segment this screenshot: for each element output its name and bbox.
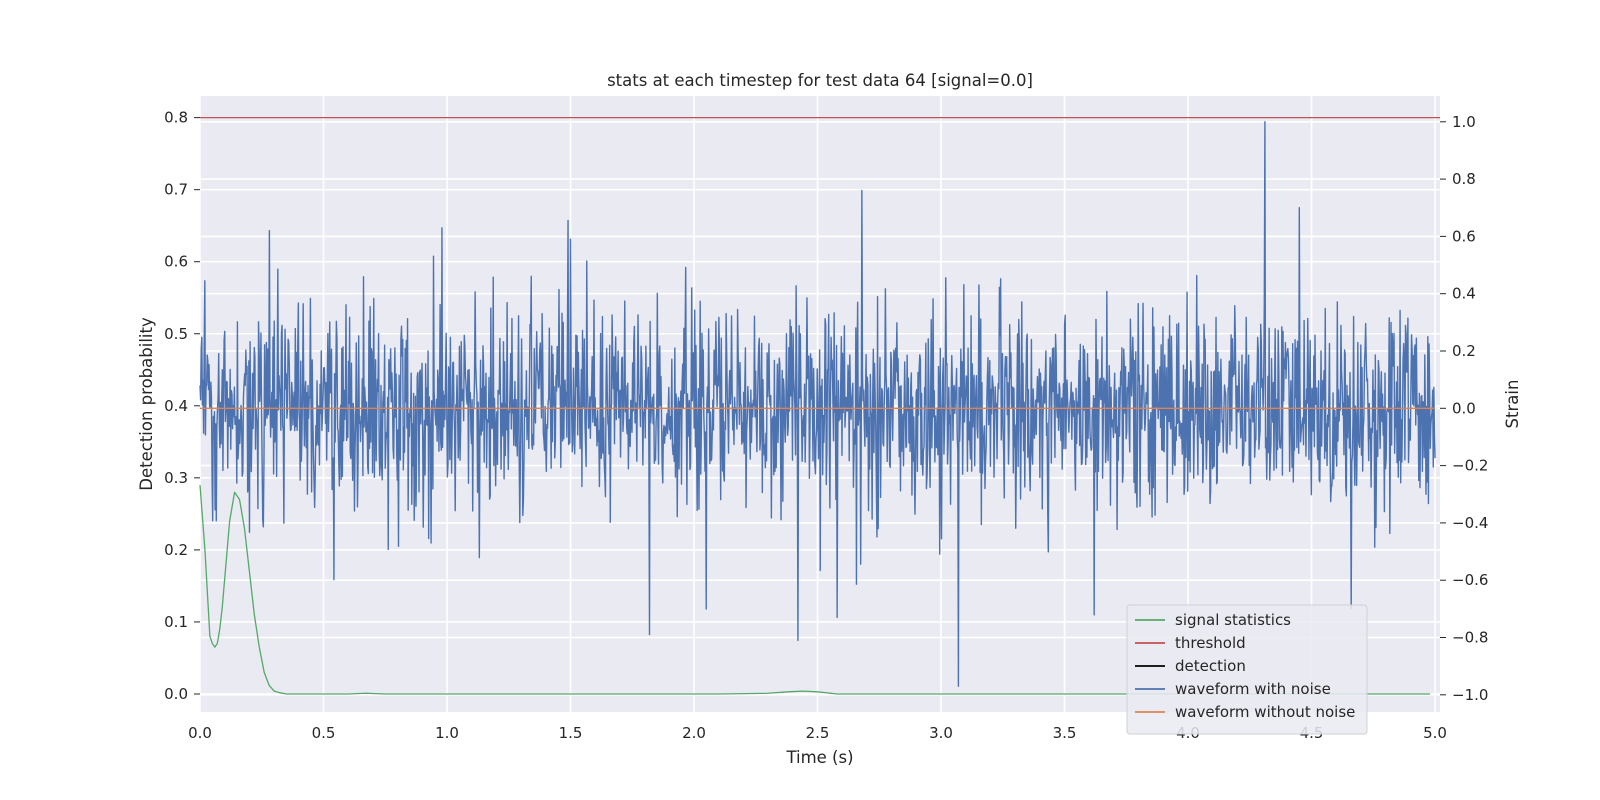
y-axis-label: Detection probability <box>137 317 156 491</box>
chart-title: stats at each timestep for test data 64 … <box>607 71 1033 90</box>
legend-label: threshold <box>1175 634 1246 652</box>
x-axis-label: Time (s) <box>785 748 853 767</box>
y-tick-label: 0.5 <box>164 325 188 343</box>
y2-tick-label: −0.8 <box>1452 629 1488 647</box>
legend: signal statistics threshold detection wavef… <box>1126 604 1368 735</box>
y-tick-label: 0.2 <box>164 541 188 559</box>
x-tick-label: 1.5 <box>559 724 583 742</box>
y2-tick-label: −0.6 <box>1452 571 1488 589</box>
y2-tick-label: −0.2 <box>1452 457 1488 475</box>
series-layer <box>199 116 1440 695</box>
y2-axis-label: Strain <box>1503 380 1522 429</box>
x-tick-label: 5.0 <box>1423 724 1447 742</box>
y-tick-label: 0.4 <box>164 397 188 415</box>
y-tick-label: 0.8 <box>164 109 188 127</box>
y2-tick-label: 1.0 <box>1452 113 1476 131</box>
x-tick-label: 3.0 <box>929 724 953 742</box>
y2-tick-label: 0.4 <box>1452 285 1476 303</box>
y2-tick-label: 0.6 <box>1452 227 1476 245</box>
legend-label: waveform with noise <box>1175 680 1331 698</box>
y2-tick-label: 0.8 <box>1452 170 1476 188</box>
x-tick-label: 0.5 <box>312 724 336 742</box>
y2-tick-label: −1.0 <box>1452 686 1488 704</box>
y2-tick-label: 0.2 <box>1452 342 1476 360</box>
tick-layer: 0.00.51.01.52.02.53.03.54.04.55.00.00.10… <box>164 109 1488 742</box>
y-tick-label: 0.0 <box>164 685 188 703</box>
x-tick-label: 1.0 <box>435 724 459 742</box>
series-line-signal-statistics <box>199 485 1431 695</box>
y-tick-label: 0.6 <box>164 253 188 271</box>
legend-label: waveform without noise <box>1175 703 1355 721</box>
series-line-waveform-with-noise <box>199 121 1436 687</box>
legend-label: signal statistics <box>1175 611 1291 629</box>
y2-tick-label: 0.0 <box>1452 399 1476 417</box>
legend-box <box>1126 604 1368 735</box>
legend-label: detection <box>1175 657 1246 675</box>
x-tick-label: 0.0 <box>188 724 212 742</box>
x-tick-label: 2.0 <box>682 724 706 742</box>
y-tick-label: 0.7 <box>164 181 188 199</box>
x-tick-label: 3.5 <box>1053 724 1077 742</box>
y2-tick-label: −0.4 <box>1452 514 1488 532</box>
x-tick-label: 2.5 <box>806 724 830 742</box>
y-tick-label: 0.1 <box>164 613 188 631</box>
y-tick-label: 0.3 <box>164 469 188 487</box>
